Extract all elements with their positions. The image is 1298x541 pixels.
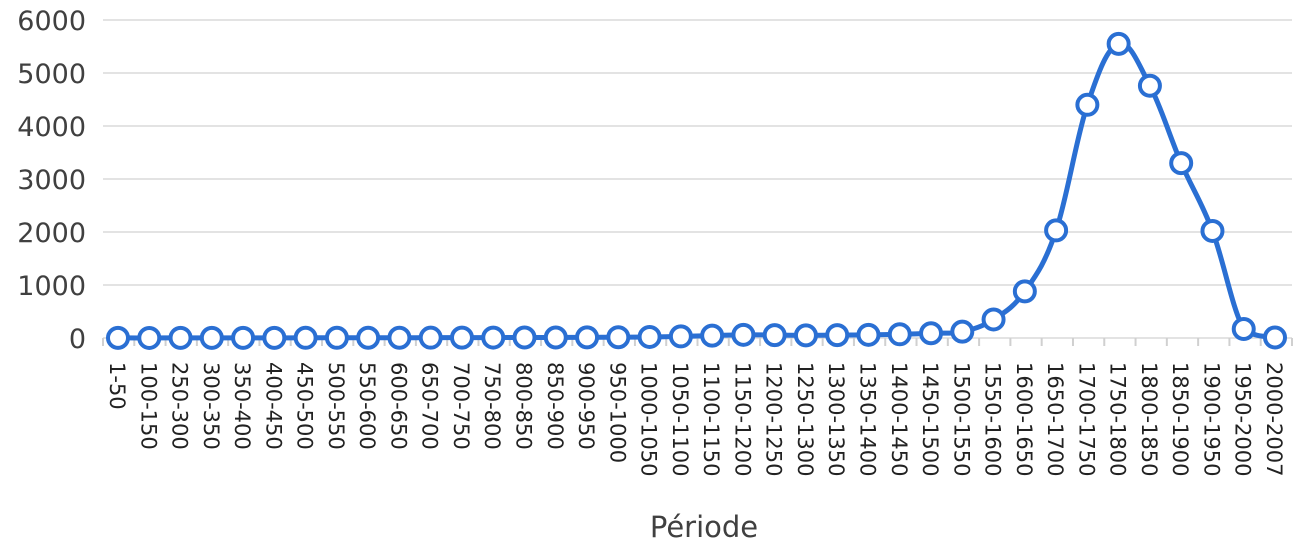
data-point: [825, 323, 850, 348]
data-point: [668, 324, 693, 349]
x-tick-label: 650-700: [418, 362, 442, 450]
x-tick-label: 300-350: [199, 362, 223, 450]
x-tick-label: 1750-1800: [1106, 362, 1130, 476]
x-tick-label: 400-450: [261, 362, 285, 450]
x-tick-label: 1050-1100: [668, 362, 692, 476]
data-point: [293, 325, 318, 350]
data-point: [731, 322, 756, 347]
x-tick-label: 1250-1300: [793, 362, 817, 476]
y-tick-label: 2000: [17, 218, 86, 249]
data-point: [1169, 151, 1194, 176]
data-point: [1075, 92, 1100, 117]
data-point: [606, 325, 631, 350]
data-point: [1012, 279, 1037, 304]
data-point: [762, 323, 787, 348]
y-tick-label: 6000: [17, 6, 86, 37]
x-tick-label: 800-850: [512, 362, 536, 450]
x-tick-label: 100-150: [136, 362, 160, 450]
data-point: [1137, 73, 1162, 98]
data-point: [919, 321, 944, 346]
x-tick-label: 1300-1350: [824, 362, 848, 476]
data-point: [324, 325, 349, 350]
data-point: [637, 324, 662, 349]
x-tick-label: 1600-1650: [1012, 362, 1036, 476]
y-tick-label: 3000: [17, 165, 86, 196]
y-axis-tick-labels: 0 1000 2000 3000 4000 5000 6000: [17, 6, 86, 355]
x-tick-label: 600-650: [386, 362, 410, 450]
data-point: [199, 325, 224, 350]
x-tick-label: 1200-1250: [762, 362, 786, 476]
data-point: [168, 325, 193, 350]
data-point: [137, 325, 162, 350]
y-tick-label: 0: [69, 324, 86, 355]
x-axis-tick-labels: 1-50 100-150 250-300 300-350 350-400 400-450 4…: [102, 338, 1293, 476]
x-tick-label: 1850-1900: [1168, 362, 1192, 476]
data-point: [356, 325, 381, 350]
x-tick-label: 1000-1050: [637, 362, 661, 476]
data-point: [1106, 31, 1131, 56]
x-axis-label: Période: [650, 510, 758, 541]
x-tick-label: 1700-1750: [1074, 362, 1098, 476]
y-tick-label: 1000: [17, 271, 86, 302]
data-point: [481, 325, 506, 350]
x-tick-label: 950-1000: [605, 362, 629, 463]
data-point: [106, 325, 130, 350]
x-tick-label: 750-800: [480, 362, 504, 450]
x-tick-label: 1800-1850: [1137, 362, 1161, 476]
x-tick-label: 2000-2007: [1262, 362, 1286, 476]
x-tick-label: 1950-2000: [1231, 362, 1255, 476]
data-point: [387, 325, 412, 350]
x-tick-label: 450-500: [293, 362, 317, 450]
x-tick-label: 550-600: [355, 362, 379, 450]
data-point: [887, 322, 912, 347]
x-tick-label: 1100-1150: [699, 362, 723, 476]
data-point: [793, 323, 818, 348]
data-point: [449, 325, 474, 350]
y-tick-label: 5000: [17, 59, 86, 90]
data-point: [1200, 218, 1225, 243]
data-point: [1263, 325, 1287, 350]
data-point: [950, 319, 975, 344]
gridlines: [103, 19, 1292, 339]
x-tick-label: 1350-1400: [855, 362, 879, 476]
x-tick-label: 1650-1700: [1043, 362, 1067, 476]
x-tick-label: 1550-1600: [981, 362, 1005, 476]
data-points: [106, 31, 1287, 350]
x-tick-label: 1500-1550: [949, 362, 973, 476]
data-point: [231, 325, 256, 350]
y-tick-label: 4000: [17, 112, 86, 143]
data-point: [418, 325, 443, 350]
x-tick-label: 1900-1950: [1199, 362, 1223, 476]
data-point: [1231, 316, 1256, 341]
x-tick-label: 900-950: [574, 362, 598, 450]
data-point: [981, 307, 1006, 332]
data-point: [512, 325, 537, 350]
data-point: [543, 325, 568, 350]
data-point: [262, 325, 287, 350]
x-tick-label: 1450-1500: [918, 362, 942, 476]
series-line: [115, 41, 1278, 341]
data-point: [575, 325, 600, 350]
x-tick-label: 1150-1200: [730, 362, 754, 476]
x-tick-label: 350-400: [230, 362, 254, 450]
data-point: [856, 322, 881, 347]
x-tick-label: 700-750: [449, 362, 473, 450]
x-tick-label: 250-300: [168, 362, 192, 450]
x-tick-label: 1-50: [105, 362, 129, 410]
data-point: [700, 323, 725, 348]
x-tick-label: 850-900: [543, 362, 567, 450]
x-tick-label: 1400-1450: [887, 362, 911, 476]
data-point: [1044, 218, 1069, 243]
x-tick-label: 500-550: [324, 362, 348, 450]
